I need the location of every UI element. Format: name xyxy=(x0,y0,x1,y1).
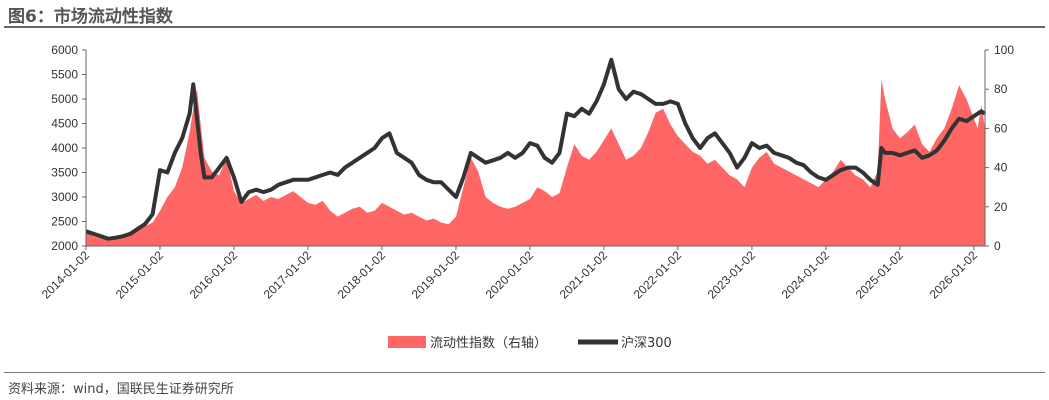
y-right-tick-label: 0 xyxy=(994,239,1001,253)
y-right-tick-label: 80 xyxy=(994,82,1008,96)
legend-swatch-liquidity xyxy=(388,336,426,348)
legend-label-liquidity: 流动性指数（右轴） xyxy=(430,336,547,351)
x-tick-label: 2020-01-02 xyxy=(483,248,537,302)
y-right-tick-label: 60 xyxy=(994,121,1008,135)
x-tick-label: 2023-01-02 xyxy=(705,248,759,302)
y-left-tick-label: 2000 xyxy=(51,239,78,253)
y-left-tick-label: 4500 xyxy=(51,117,78,131)
x-tick-label: 2017-01-02 xyxy=(261,248,315,302)
title-rule xyxy=(4,26,1045,28)
x-tick-label: 2018-01-02 xyxy=(335,248,389,302)
y-left-tick-label: 4000 xyxy=(51,141,78,155)
y-left-tick-label: 2500 xyxy=(51,215,78,229)
x-tick-label: 2024-01-02 xyxy=(779,248,833,302)
y-left-tick-label: 6000 xyxy=(51,43,78,57)
x-tick-label: 2014-01-02 xyxy=(39,248,93,302)
y-right-tick-label: 40 xyxy=(994,161,1008,175)
x-tick-label: 2015-01-02 xyxy=(113,248,167,302)
y-left-tick-label: 3500 xyxy=(51,166,78,180)
y-left-tick-label: 5500 xyxy=(51,68,78,82)
x-tick-label: 2022-01-02 xyxy=(631,248,685,302)
x-tick-label: 2016-01-02 xyxy=(187,248,241,302)
liquidity-area-series xyxy=(86,79,985,247)
hs300-line-series xyxy=(85,57,987,241)
legend-label-hs300: 沪深300 xyxy=(621,335,672,351)
y-right-tick-label: 100 xyxy=(994,43,1014,57)
source-note: 资料来源：wind，国联民生证券研究所 xyxy=(8,382,234,397)
x-tick-label: 2026-01-02 xyxy=(927,248,981,302)
liquidity-chart: 2000 2500 3000 3500 4000 4500 5000 5500 6000 0 20 4… xyxy=(39,43,1015,351)
chart-title: 图6：市场流动性指数 xyxy=(8,7,173,27)
y-left-tick-label: 5000 xyxy=(51,92,78,106)
y-right-tick-label: 20 xyxy=(994,200,1008,214)
x-tick-label: 2025-01-02 xyxy=(853,248,907,302)
x-tick-label: 2019-01-02 xyxy=(409,248,463,302)
y-left-tick-label: 3000 xyxy=(51,190,78,204)
source-rule xyxy=(4,372,1045,373)
x-tick-label: 2021-01-02 xyxy=(557,248,611,302)
